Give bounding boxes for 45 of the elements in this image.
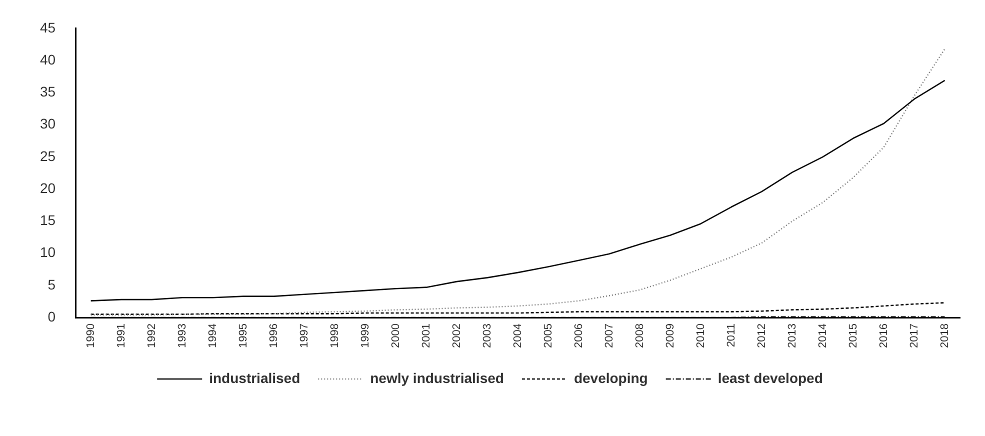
x-tick-label: 2014 [816, 324, 829, 348]
x-tick-label: 2001 [420, 324, 432, 348]
x-tick-label: 2004 [512, 324, 524, 348]
x-tick-label: 2002 [450, 324, 463, 348]
x-tick-label: 1996 [268, 324, 280, 348]
legend-label: least developed [718, 370, 823, 386]
x-tick-label: 2010 [694, 324, 707, 348]
legend-label: developing [574, 370, 648, 386]
x-tick-label: 2003 [481, 324, 494, 348]
y-tick-label: 40 [40, 51, 56, 68]
x-tick-label: 2012 [756, 324, 768, 348]
line-series [90, 48, 946, 316]
x-tick-label: 2015 [847, 324, 860, 348]
x-tick-label: 1997 [298, 324, 310, 348]
y-tick-label: 15 [40, 212, 56, 228]
x-tick-label: 1999 [359, 324, 372, 348]
x-tick-label: 2013 [786, 324, 798, 348]
x-tick-label: 2005 [542, 324, 554, 348]
y-tick-label: 20 [40, 180, 56, 196]
x-tick-label: 2018 [938, 324, 951, 348]
line-series [90, 302, 946, 315]
y-tick-label: 25 [40, 148, 56, 164]
legend-label: newly industrialised [370, 370, 504, 386]
x-tick-label: 1995 [237, 324, 250, 348]
y-tick-label: 5 [48, 276, 56, 292]
x-tick-label: 1998 [328, 324, 341, 348]
x-tick-label: 2016 [878, 324, 890, 348]
x-tick-label: 2009 [664, 324, 676, 348]
legend-label: industrialised [209, 370, 300, 386]
x-tick-label: 1992 [146, 324, 158, 348]
x-tick-label: 2006 [572, 324, 585, 348]
y-tick-label: 30 [40, 116, 56, 132]
x-tick-label: 1991 [115, 324, 128, 348]
y-tick-label: 35 [40, 84, 56, 100]
x-tick-label: 2008 [634, 324, 646, 348]
x-tick-label: 2000 [390, 324, 402, 348]
y-tick-label: 45 [40, 19, 56, 36]
x-tick-label: 2017 [908, 324, 920, 348]
x-tick-label: 1993 [176, 324, 188, 348]
x-tick-label: 1990 [84, 324, 97, 348]
x-tick-label: 2011 [725, 324, 738, 348]
x-tick-label: 1994 [206, 324, 219, 348]
y-tick-label: 0 [48, 308, 56, 324]
y-tick-label: 10 [40, 244, 56, 260]
x-tick-label: 2007 [603, 324, 616, 348]
